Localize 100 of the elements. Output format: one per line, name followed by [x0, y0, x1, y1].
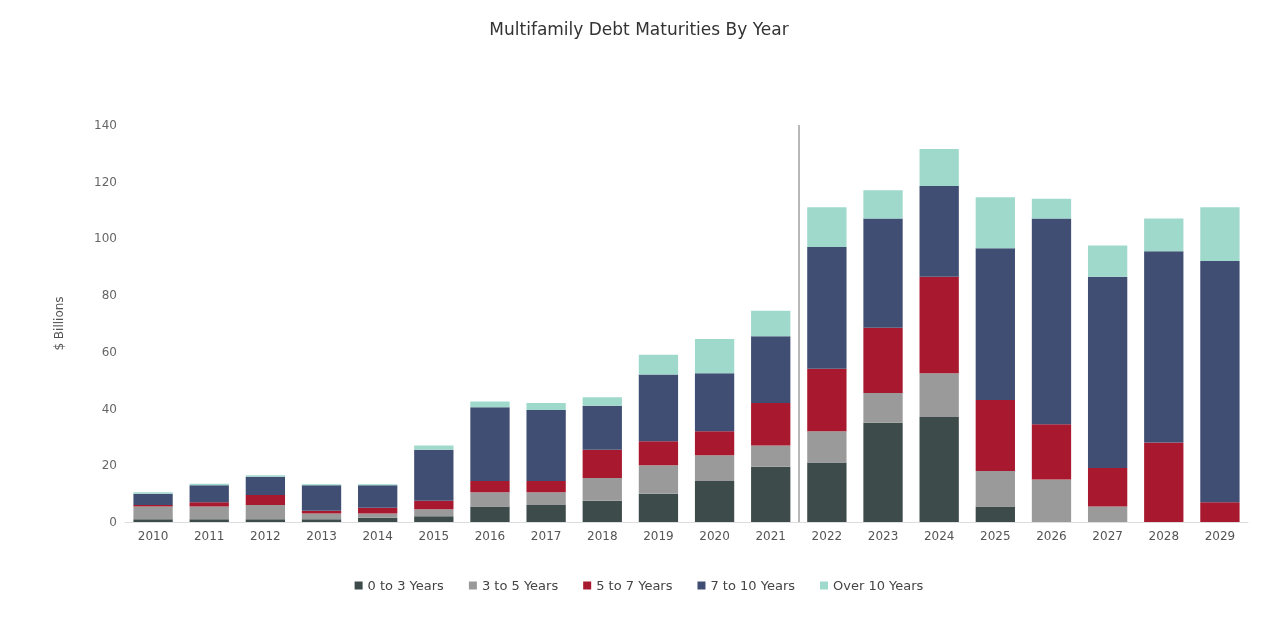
bar — [919, 149, 959, 186]
bar — [863, 190, 903, 219]
x-tick-label: 2011 — [193, 529, 225, 543]
bar — [638, 374, 679, 442]
bar — [189, 519, 229, 522]
bar — [470, 506, 510, 522]
x-tick-label: 2028 — [1148, 529, 1180, 543]
bar — [245, 519, 286, 522]
x-tick-label: 2010 — [137, 529, 169, 543]
bar — [414, 516, 454, 522]
bar — [189, 506, 229, 520]
y-tick-label: 120 — [94, 174, 117, 189]
legend-label: 7 to 10 Years — [710, 578, 796, 593]
bar — [1031, 218, 1072, 425]
bar — [414, 445, 454, 450]
bar — [133, 506, 173, 520]
bar — [1144, 442, 1184, 522]
bar — [1087, 468, 1128, 507]
bar — [358, 485, 398, 508]
bar — [807, 368, 847, 432]
bar — [1144, 251, 1184, 443]
y-tick-label: 60 — [101, 344, 117, 359]
bar — [526, 402, 566, 410]
bar — [1200, 502, 1240, 522]
bar — [863, 392, 903, 423]
y-tick-label: 100 — [94, 231, 117, 246]
bar — [526, 492, 566, 505]
bar — [301, 519, 342, 522]
bar — [301, 513, 342, 520]
x-tick-label: 2027 — [1092, 529, 1123, 543]
bar — [1200, 207, 1240, 262]
legend-label: 3 to 5 Years — [481, 578, 559, 593]
legend-label: 5 to 7 Years — [596, 578, 673, 593]
x-tick-label: 2021 — [755, 529, 786, 543]
bar — [189, 485, 229, 503]
bar — [133, 519, 173, 522]
y-tick-label: 140 — [94, 118, 117, 132]
bar — [470, 407, 510, 481]
bar — [694, 373, 735, 432]
bar — [638, 354, 679, 375]
bar — [1144, 218, 1184, 252]
y-tick-label: 40 — [101, 401, 117, 416]
x-tick-label: 2022 — [811, 529, 843, 543]
bar — [582, 478, 622, 501]
legend-label: Over 10 Years — [833, 578, 924, 593]
x-tick-label: 2013 — [306, 529, 337, 543]
y-axis-title: $ Billions — [52, 296, 66, 351]
bar — [751, 336, 791, 403]
bar — [694, 480, 735, 522]
x-tick-label: 2025 — [980, 529, 1011, 543]
bar — [807, 246, 847, 369]
bar — [807, 207, 847, 247]
bar — [975, 506, 1015, 522]
y-tick-label: 0 — [109, 515, 117, 529]
bar — [1087, 276, 1128, 469]
bar — [807, 462, 847, 522]
bar — [470, 492, 510, 507]
x-tick-label: 2023 — [867, 529, 899, 543]
bar — [751, 445, 791, 467]
x-tick-label: 2026 — [1036, 529, 1067, 543]
bar — [414, 449, 454, 501]
bar — [919, 417, 959, 522]
bar — [582, 397, 622, 406]
bar — [807, 431, 847, 463]
bar — [975, 197, 1015, 249]
bar — [358, 517, 398, 522]
bar — [301, 485, 342, 511]
bar — [919, 185, 959, 277]
bar — [1200, 261, 1240, 503]
bar — [863, 218, 903, 328]
bar — [1031, 424, 1072, 480]
bar — [919, 373, 959, 418]
bar — [975, 248, 1015, 401]
bar — [245, 476, 286, 496]
bar — [526, 409, 566, 481]
bar — [694, 339, 735, 374]
x-tick-label: 2015 — [418, 529, 450, 543]
bar — [1087, 506, 1128, 522]
x-tick-label: 2014 — [362, 529, 393, 543]
bar — [245, 495, 286, 505]
x-tick-label: 2019 — [643, 529, 674, 543]
x-tick-label: 2024 — [923, 529, 955, 543]
chart-title: Multifamily Debt Maturities By Year — [489, 18, 789, 39]
bar — [1031, 479, 1072, 522]
bar — [751, 310, 791, 337]
bar — [470, 480, 510, 493]
bar — [245, 504, 286, 520]
y-tick-label: 80 — [101, 288, 117, 303]
x-tick-label: 2029 — [1204, 529, 1236, 543]
bar — [582, 449, 622, 479]
bar — [526, 480, 566, 493]
bar — [582, 500, 622, 522]
bar — [1031, 198, 1072, 219]
bar — [751, 402, 791, 446]
bar — [414, 509, 454, 517]
x-tick-label: 2020 — [699, 529, 730, 543]
x-tick-label: 2012 — [250, 529, 281, 543]
bar — [694, 455, 735, 481]
bar — [638, 441, 679, 466]
bar — [863, 422, 903, 522]
